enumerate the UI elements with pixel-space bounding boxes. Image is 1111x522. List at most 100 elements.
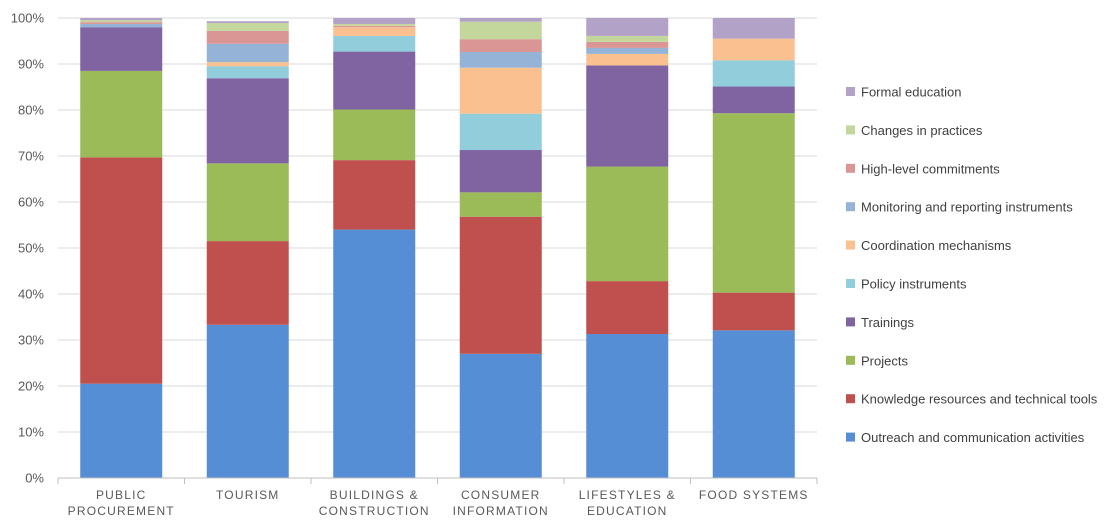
x-category-label: FOOD SYSTEMS (699, 488, 809, 502)
legend-swatch (846, 279, 855, 288)
bar-segment-high-level-commitments (586, 41, 669, 48)
legend-label: Monitoring and reporting instruments (861, 200, 1073, 215)
bar-segment-projects (459, 192, 542, 217)
x-category-label: INFORMATION (453, 504, 549, 517)
bar-segment-projects (80, 70, 163, 158)
bar-segment-projects (206, 163, 289, 242)
legend: Formal education Changes in practices High… (846, 85, 1098, 445)
bar-segment-projects (586, 166, 669, 282)
legend-item-coordination-mechanisms: Coordination mechanisms (846, 238, 1012, 253)
bar-segment-projects (333, 109, 416, 161)
legend-item-policy-instruments: Policy instruments (846, 277, 967, 292)
legend-swatch (846, 202, 855, 212)
y-tick-label: 100% (11, 11, 45, 26)
x-category-label: CONSTRUCTION (319, 504, 430, 517)
bar-segment-knowledge-resources-and-technical-tools (333, 160, 416, 230)
legend-label: Policy instruments (861, 277, 967, 292)
bar-segment-policy-instruments (333, 35, 416, 52)
bar-segment-knowledge-resources-and-technical-tools (712, 292, 795, 331)
bar-segment-high-level-commitments (206, 30, 289, 44)
legend-swatch (846, 394, 855, 404)
y-tick-label: 40% (18, 287, 44, 302)
y-tick-label: 30% (18, 333, 44, 348)
bar-segment-policy-instruments (206, 66, 289, 79)
bar-segment-knowledge-resources-and-technical-tools (80, 157, 163, 384)
y-tick-label: 80% (18, 103, 44, 118)
x-category-label: EDUCATION (587, 504, 668, 517)
bar-segment-outreach-and-communication-activities (333, 229, 416, 478)
bar-segment-trainings (586, 65, 669, 167)
legend-label: High-level commitments (861, 161, 1000, 176)
bar-segment-high-level-commitments (333, 25, 416, 28)
bar-segment-changes-in-practices (586, 35, 669, 42)
bar-segment-policy-instruments (459, 113, 542, 151)
y-tick-label: 70% (18, 149, 44, 164)
legend-item-projects: Projects (846, 353, 908, 368)
y-tick-label: 0% (25, 471, 44, 486)
bar-segment-changes-in-practices (459, 21, 542, 40)
bar-segment-knowledge-resources-and-technical-tools (206, 241, 289, 325)
bar-segment-changes-in-practices (80, 20, 163, 23)
legend-item-high-level-commitments: High-level commitments (846, 161, 1000, 176)
bar-segment-outreach-and-communication-activities (586, 334, 669, 478)
bar-segment-high-level-commitments (459, 39, 542, 53)
bar-segment-knowledge-resources-and-technical-tools (586, 281, 669, 335)
legend-item-knowledge-resources-and-technical-tools: Knowledge resources and technical tools (846, 392, 1098, 407)
legend-item-trainings: Trainings (846, 315, 914, 330)
legend-swatch (846, 125, 855, 135)
bar-segment-formal-education (586, 18, 669, 36)
axes: 0% 10% 20% 30% 40% 50% 60% 70% 80% 90% 100% PUBLIC P… (11, 11, 818, 518)
x-category-label: PUBLIC (96, 488, 147, 502)
y-tick-label: 50% (18, 241, 44, 256)
bar-segment-formal-education (712, 18, 795, 39)
y-tick-label: 10% (18, 425, 44, 440)
bar-segment-outreach-and-communication-activities (80, 383, 163, 478)
bar-segment-outreach-and-communication-activities (459, 353, 542, 478)
bar-segment-trainings (206, 78, 289, 164)
legend-swatch (846, 87, 855, 96)
legend-item-formal-education: Formal education (846, 85, 961, 100)
legend-swatch (846, 240, 855, 250)
bar-segment-changes-in-practices (206, 23, 289, 31)
x-category-label: BUILDINGS & (330, 488, 419, 502)
bar-segment-coordination-mechanisms (333, 27, 416, 36)
x-category-label: LIFESTYLES & (579, 488, 676, 502)
x-category-label: CONSUMER (461, 488, 541, 502)
bar-segment-coordination-mechanisms (586, 53, 669, 66)
legend-item-outreach-and-communication-activities: Outreach and communication activities (846, 430, 1085, 445)
bar-segment-coordination-mechanisms (459, 67, 542, 114)
legend-swatch (846, 355, 855, 365)
bar-segment-projects (712, 113, 795, 293)
bars (80, 18, 795, 478)
bar-segment-high-level-commitments (80, 22, 163, 24)
y-tick-label: 60% (18, 195, 44, 210)
bar-segment-trainings (712, 86, 795, 114)
x-category-label: TOURISM (216, 488, 280, 502)
bar-segment-policy-instruments (712, 60, 795, 87)
bar-segment-monitoring-and-reporting-instruments (206, 43, 289, 63)
legend-label: Projects (861, 353, 908, 368)
bar-segment-outreach-and-communication-activities (206, 324, 289, 478)
legend-swatch (846, 432, 855, 442)
bar-segment-monitoring-and-reporting-instruments (80, 23, 163, 28)
bar-segment-knowledge-resources-and-technical-tools (459, 216, 542, 354)
legend-swatch (846, 317, 855, 327)
legend-item-changes-in-practices: Changes in practices (846, 123, 983, 138)
bar-segment-formal-education (333, 18, 416, 24)
y-tick-label: 20% (18, 379, 44, 394)
bar-segment-formal-education (206, 21, 289, 24)
legend-label: Changes in practices (861, 123, 983, 138)
bar-segment-outreach-and-communication-activities (712, 330, 795, 478)
legend-label: Outreach and communication activities (861, 430, 1085, 445)
bar-segment-trainings (333, 51, 416, 110)
bar-segment-formal-education (80, 18, 163, 21)
legend-label: Coordination mechanisms (861, 238, 1012, 253)
legend-label: Formal education (861, 85, 961, 100)
bar-segment-formal-education (459, 18, 542, 22)
bar-segment-monitoring-and-reporting-instruments (586, 47, 669, 54)
gridlines (58, 17, 817, 433)
bar-segment-changes-in-practices (333, 23, 416, 26)
legend-swatch (846, 163, 855, 173)
